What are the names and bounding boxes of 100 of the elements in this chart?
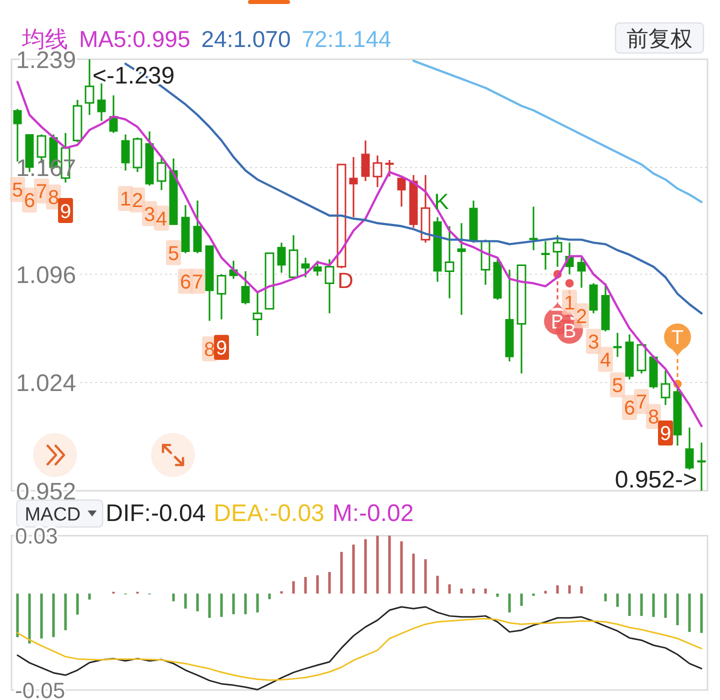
bar xyxy=(364,539,367,594)
bar xyxy=(256,594,259,612)
bar xyxy=(208,594,211,618)
bar xyxy=(40,594,43,638)
bar xyxy=(700,594,703,633)
text: MA5:0.995 xyxy=(79,26,190,52)
legend-title: 均线 xyxy=(21,26,68,52)
candlestick xyxy=(409,174,418,228)
text: 24:1.070 xyxy=(201,26,291,52)
bar xyxy=(232,594,235,614)
bar xyxy=(688,594,691,632)
bar xyxy=(64,594,67,630)
text: 8 xyxy=(204,339,216,362)
bar xyxy=(292,581,295,594)
text: 7 xyxy=(636,392,648,414)
y-tick-label: -0.05 xyxy=(15,678,66,700)
line-series xyxy=(16,618,702,681)
candlestick xyxy=(385,159,394,178)
point xyxy=(565,279,574,288)
bar xyxy=(244,594,247,614)
text: K xyxy=(434,189,449,214)
candlestick xyxy=(577,256,586,289)
bar xyxy=(580,586,583,594)
bar xyxy=(316,575,319,594)
bar xyxy=(640,594,643,616)
candlestick xyxy=(457,222,466,316)
bar xyxy=(340,552,343,594)
bar xyxy=(412,554,415,594)
candlestick xyxy=(433,216,442,283)
bar xyxy=(88,594,91,600)
text: 5 xyxy=(612,375,624,398)
text: 9 xyxy=(216,338,228,360)
bar xyxy=(424,559,427,594)
bar xyxy=(436,576,439,594)
bar xyxy=(496,594,499,597)
bar xyxy=(544,590,547,594)
bar xyxy=(508,594,511,612)
candlestick xyxy=(252,291,262,337)
candlestick xyxy=(541,240,550,271)
y-tick-label: 0.03 xyxy=(15,524,58,549)
candlestick xyxy=(444,225,454,300)
bar xyxy=(268,594,271,600)
bar xyxy=(28,594,31,644)
candlestick xyxy=(277,242,286,274)
data-label: T xyxy=(671,327,684,350)
bar xyxy=(16,594,19,638)
candlestick xyxy=(613,332,622,358)
data-label: B xyxy=(550,311,564,334)
bar xyxy=(568,585,571,594)
candlestick xyxy=(505,268,514,362)
text: DEA:-0.03 xyxy=(214,500,324,527)
y-tick-label: 1.096 xyxy=(16,262,76,289)
candlestick xyxy=(529,206,538,251)
bar xyxy=(76,594,79,615)
text: DIF:-0.04 xyxy=(106,500,206,527)
data-label: B xyxy=(562,320,576,342)
bar xyxy=(604,594,607,602)
candlestick xyxy=(241,270,250,306)
text: 4 xyxy=(600,350,612,372)
bar xyxy=(220,594,223,617)
text: D xyxy=(338,268,354,294)
text: 8 xyxy=(648,406,660,429)
y-tick-label: 0.952 xyxy=(16,478,76,506)
bar xyxy=(520,594,523,606)
candlestick xyxy=(697,442,706,492)
bar xyxy=(184,594,187,609)
bar xyxy=(52,594,55,638)
chart-title: MACD xyxy=(24,504,81,526)
bar xyxy=(448,584,451,594)
candlestick xyxy=(660,370,670,406)
candlestick xyxy=(601,282,610,332)
series-label: M:-0.02 xyxy=(332,500,414,527)
candlestick xyxy=(97,82,106,122)
candlestick xyxy=(361,140,370,182)
bar xyxy=(328,572,331,594)
bar xyxy=(196,594,199,612)
candlestick xyxy=(84,58,94,116)
bar xyxy=(460,588,463,594)
candlestick xyxy=(121,134,130,172)
bar xyxy=(172,594,175,602)
bar xyxy=(304,576,307,594)
bar xyxy=(400,541,403,594)
candlestick xyxy=(349,156,358,218)
bar xyxy=(652,594,655,617)
bar xyxy=(352,544,355,594)
candlestick xyxy=(301,256,310,278)
text: 6 xyxy=(624,398,636,420)
bar xyxy=(676,594,679,626)
y-tick-label: 1.024 xyxy=(16,370,76,398)
annotation: 0.952-> xyxy=(614,466,697,494)
bar xyxy=(472,588,475,594)
candlestick xyxy=(625,334,634,380)
bar xyxy=(664,594,667,618)
bar xyxy=(280,591,283,594)
bar xyxy=(616,594,619,607)
bar xyxy=(388,536,391,594)
text: 3 xyxy=(588,332,600,354)
bar xyxy=(376,536,379,594)
bar xyxy=(556,585,559,594)
bar xyxy=(628,594,631,616)
